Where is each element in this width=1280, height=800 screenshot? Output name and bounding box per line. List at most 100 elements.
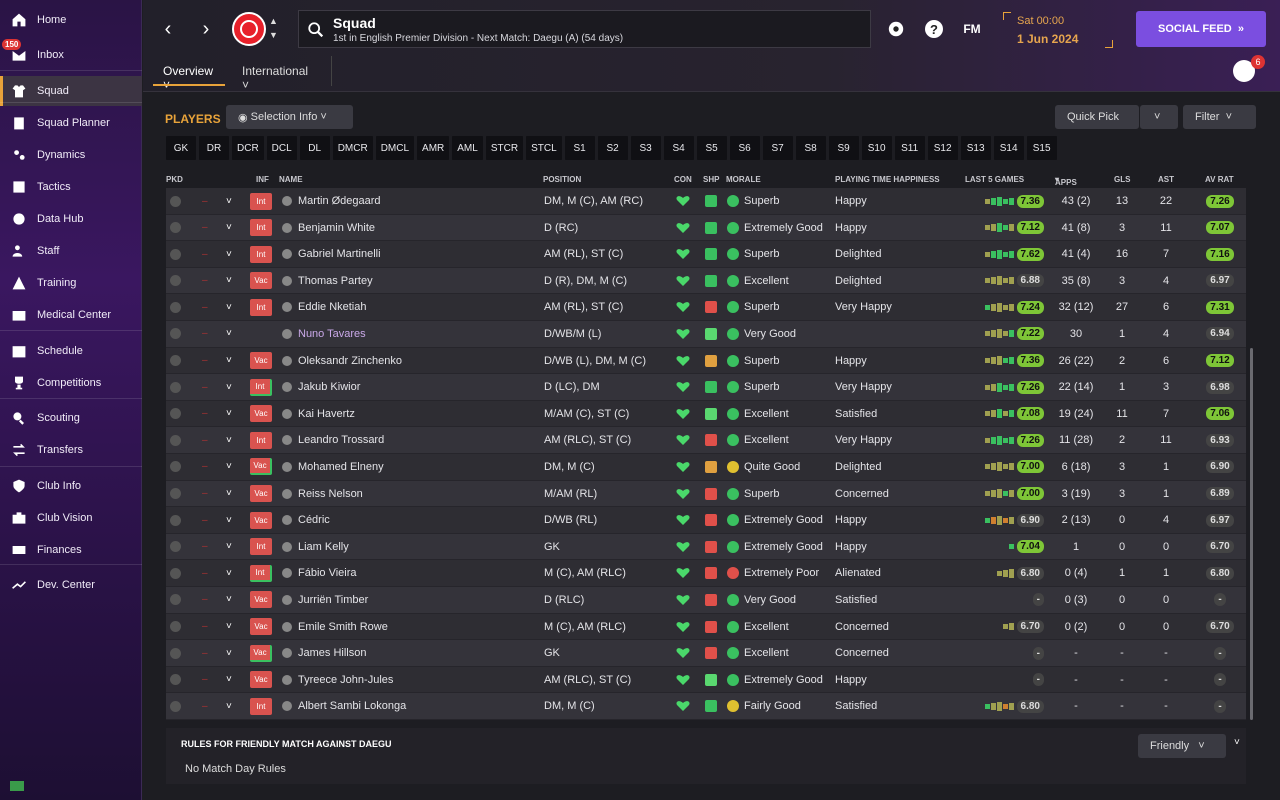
col-ast[interactable]: AST xyxy=(1158,175,1174,184)
player-name[interactable]: Benjamin White xyxy=(282,215,375,241)
picked-toggle[interactable] xyxy=(170,614,182,640)
player-name[interactable]: Jakub Kiwior xyxy=(282,374,360,400)
row-expand-chevron-icon[interactable]: ˅ xyxy=(226,647,232,659)
col-pkd[interactable]: PKD xyxy=(166,175,183,184)
row-expand-chevron-icon[interactable]: ˅ xyxy=(226,541,232,553)
row-expand-chevron-icon[interactable]: ˅ xyxy=(226,461,232,473)
selection-info-button[interactable]: ◉ Selection Info ˅ xyxy=(226,105,353,129)
picked-toggle[interactable] xyxy=(170,560,182,586)
position-filter-dcl[interactable]: DCL xyxy=(266,136,297,160)
row-expand-chevron-icon[interactable]: ˅ xyxy=(226,700,232,712)
col-gls[interactable]: GLS xyxy=(1114,175,1131,184)
row-expand-chevron-icon[interactable]: ˅ xyxy=(226,381,232,393)
position-filter-s13[interactable]: S13 xyxy=(960,136,991,160)
table-row[interactable]: – ˅ Int Benjamin White D (RC) Extremely Good H… xyxy=(166,214,1246,242)
sidebar-item-training[interactable]: Training xyxy=(0,268,142,298)
player-name[interactable]: Oleksandr Zinchenko xyxy=(282,348,402,374)
picked-toggle[interactable] xyxy=(170,587,182,613)
col-apps[interactable]: APPS ▾ xyxy=(1055,175,1077,187)
table-row[interactable]: – ˅ Vac Tyreece John-Jules AM (RLC), ST (C) E… xyxy=(166,666,1246,694)
player-name[interactable]: Tyreece John-Jules xyxy=(282,667,393,693)
player-name[interactable]: Martin Ødegaard xyxy=(282,188,381,214)
row-expand-chevron-icon[interactable]: ˅ xyxy=(226,434,232,446)
picked-toggle[interactable] xyxy=(170,374,182,400)
sidebar-item-home[interactable]: Home xyxy=(0,5,142,35)
row-expand-chevron-icon[interactable]: ˅ xyxy=(226,248,232,260)
table-row[interactable]: – ˅ Vac Emile Smith Rowe M (C), AM (RLC) Exce… xyxy=(166,613,1246,641)
tab-overview[interactable]: Overview ˅ xyxy=(163,64,214,92)
collapse-chevron-icon[interactable]: ˅ xyxy=(1234,737,1240,748)
col-shp[interactable]: SHP xyxy=(703,175,720,184)
player-name[interactable]: Fábio Vieira xyxy=(282,560,357,586)
position-filter-s9[interactable]: S9 xyxy=(828,136,859,160)
picked-toggle[interactable] xyxy=(170,693,182,719)
fm-logo[interactable]: FM xyxy=(963,22,981,36)
row-expand-chevron-icon[interactable]: ˅ xyxy=(226,222,232,234)
position-filter-gk[interactable]: GK xyxy=(166,136,196,160)
tab-international[interactable]: International ˅ xyxy=(242,64,309,92)
position-filter-amr[interactable]: AMR xyxy=(417,136,450,160)
player-name[interactable]: Gabriel Martinelli xyxy=(282,241,381,267)
table-row[interactable]: – ˅ Int Liam Kelly GK Extremely Good Happy 7.04… xyxy=(166,533,1246,561)
position-filter-dr[interactable]: DR xyxy=(199,136,229,160)
position-filter-stcr[interactable]: STCR xyxy=(485,136,524,160)
table-row[interactable]: – ˅ Vac James Hillson GK Excellent Concerned - -… xyxy=(166,640,1246,667)
picked-toggle[interactable] xyxy=(170,241,182,267)
sidebar-item-transfers[interactable]: Transfers xyxy=(0,435,142,465)
manager-avatar-icon[interactable] xyxy=(1233,60,1255,82)
player-name[interactable]: Eddie Nketiah xyxy=(282,294,367,320)
sidebar-item-scouting[interactable]: Scouting xyxy=(0,403,142,433)
player-name[interactable]: Albert Sambi Lokonga xyxy=(282,693,406,719)
table-row[interactable]: – ˅ Vac Reiss Nelson M/AM (RL) Superb Concerne… xyxy=(166,480,1246,508)
col-name[interactable]: NAME xyxy=(279,175,303,184)
player-name[interactable]: James Hillson xyxy=(282,640,366,666)
picked-toggle[interactable] xyxy=(170,188,182,214)
match-type-dropdown[interactable]: Friendly ˅ xyxy=(1138,734,1226,758)
position-filter-stcl[interactable]: STCL xyxy=(526,136,562,160)
position-filter-aml[interactable]: AML xyxy=(452,136,483,160)
sidebar-item-data-hub[interactable]: Data Hub xyxy=(0,204,142,234)
player-name[interactable]: Jurriën Timber xyxy=(282,587,368,613)
sidebar-item-tactics[interactable]: Tactics xyxy=(0,172,142,202)
table-row[interactable]: – ˅ Nuno Tavares D/WB/M (L) Very Good 7.22 30 1… xyxy=(166,320,1246,348)
table-row[interactable]: – ˅ Vac Thomas Partey D (R), DM, M (C) Excell… xyxy=(166,267,1246,295)
col-position[interactable]: POSITION xyxy=(543,175,582,184)
sidebar-item-inbox[interactable]: Inbox xyxy=(0,40,142,70)
row-expand-chevron-icon[interactable]: ˅ xyxy=(226,408,232,420)
picked-toggle[interactable] xyxy=(170,507,182,533)
row-expand-chevron-icon[interactable]: ˅ xyxy=(226,355,232,367)
player-name[interactable]: Thomas Partey xyxy=(282,268,373,294)
position-filter-s4[interactable]: S4 xyxy=(663,136,694,160)
table-row[interactable]: – ˅ Int Eddie Nketiah AM (RL), ST (C) Superb V… xyxy=(166,294,1246,321)
col-avrat[interactable]: AV RAT xyxy=(1205,175,1234,184)
sidebar-item-club-info[interactable]: Club Info xyxy=(0,471,142,501)
sidebar-item-finances[interactable]: Finances xyxy=(0,535,142,565)
sidebar-item-medical-center[interactable]: Medical Center xyxy=(0,300,142,330)
col-morale[interactable]: MORALE xyxy=(726,175,761,184)
row-expand-chevron-icon[interactable]: ˅ xyxy=(226,514,232,526)
club-badge-icon[interactable] xyxy=(232,12,266,46)
position-filter-s14[interactable]: S14 xyxy=(993,136,1024,160)
row-expand-chevron-icon[interactable]: ˅ xyxy=(226,594,232,606)
row-expand-chevron-icon[interactable]: ˅ xyxy=(226,195,232,207)
position-filter-s10[interactable]: S10 xyxy=(861,136,892,160)
help-button[interactable]: ? xyxy=(923,18,945,40)
sidebar-item-schedule[interactable]: Schedule xyxy=(0,336,142,366)
position-filter-s3[interactable]: S3 xyxy=(630,136,661,160)
quick-pick-button[interactable]: Quick Pick xyxy=(1055,105,1139,129)
picked-toggle[interactable] xyxy=(170,534,182,560)
row-expand-chevron-icon[interactable]: ˅ xyxy=(226,621,232,632)
position-filter-s5[interactable]: S5 xyxy=(696,136,727,160)
sidebar-item-squad[interactable]: Squad xyxy=(0,76,142,106)
player-name[interactable]: Mohamed Elneny xyxy=(282,454,384,480)
player-name[interactable]: Leandro Trossard xyxy=(282,427,384,453)
position-filter-s8[interactable]: S8 xyxy=(795,136,826,160)
row-expand-chevron-icon[interactable]: ˅ xyxy=(226,301,232,313)
sidebar-item-club-vision[interactable]: Club Vision xyxy=(0,503,142,533)
quick-pick-dropdown[interactable]: ˅ xyxy=(1140,105,1178,129)
col-con[interactable]: CON xyxy=(674,175,692,184)
player-name[interactable]: Cédric xyxy=(282,507,330,533)
sidebar-item-dev-center[interactable]: Dev. Center xyxy=(0,570,142,600)
col-last5[interactable]: LAST 5 GAMES xyxy=(965,175,1025,184)
row-expand-chevron-icon[interactable]: ˅ xyxy=(226,275,232,287)
